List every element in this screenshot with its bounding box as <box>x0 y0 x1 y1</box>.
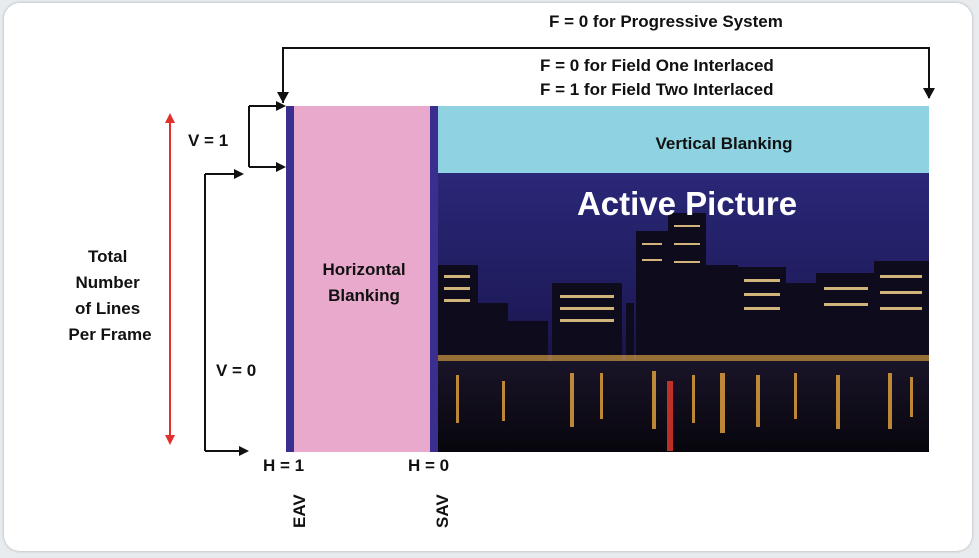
total-lines-label: Total Number of Lines Per Frame <box>68 247 151 344</box>
right-arrowhead <box>923 88 935 99</box>
field-one-label: F = 0 for Field One Interlaced <box>540 56 774 75</box>
field-bracket-arrow <box>282 47 930 103</box>
total-lines-line2: Number <box>76 273 141 292</box>
horizontal-blanking-region <box>294 106 430 452</box>
video-timing-diagram: F = 0 for Progressive System F = 0 for F… <box>68 12 935 528</box>
v0-label: V = 0 <box>216 361 256 380</box>
total-lines-line4: Per Frame <box>68 325 151 344</box>
field-two-label: F = 1 for Field Two Interlaced <box>540 80 773 99</box>
horizontal-blanking-label-line2: Blanking <box>328 286 400 305</box>
total-lines-line1: Total <box>88 247 127 266</box>
vertical-blanking-region <box>438 106 929 173</box>
eav-bar <box>286 106 294 452</box>
v1-label: V = 1 <box>188 131 228 150</box>
vertical-blanking-label: Vertical Blanking <box>656 134 793 153</box>
active-picture-label: Active Picture <box>577 185 797 222</box>
eav-label: EAV <box>290 494 309 528</box>
progressive-system-label: F = 0 for Progressive System <box>549 12 783 31</box>
diagram-frame: F = 0 for Progressive System F = 0 for F… <box>4 3 972 551</box>
horizontal-blanking-label-line1: Horizontal <box>322 260 405 279</box>
active-picture-image <box>438 173 929 452</box>
sav-label: SAV <box>433 494 452 528</box>
h1-label: H = 1 <box>263 456 304 475</box>
h0-label: H = 0 <box>408 456 449 475</box>
sav-bar <box>430 106 438 452</box>
left-arrowhead <box>277 92 289 103</box>
total-lines-line3: of Lines <box>75 299 140 318</box>
